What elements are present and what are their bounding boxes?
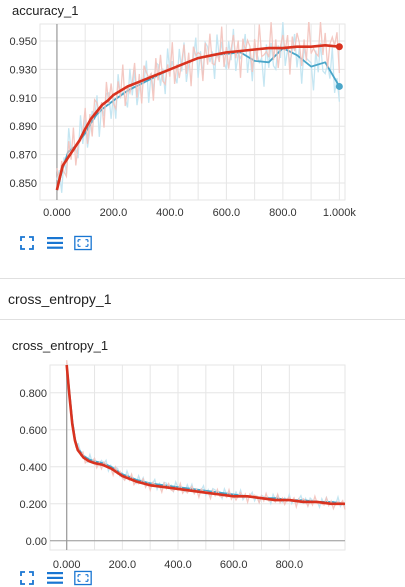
plot-frame — [39, 23, 346, 201]
fit-domain-icon[interactable] — [18, 569, 36, 587]
x-tick-label: 600.0 — [220, 559, 248, 571]
series-end-point-red — [335, 43, 343, 51]
y-tick-label: 0.910 — [9, 93, 37, 105]
grid — [39, 23, 346, 201]
plot-frame — [49, 364, 346, 551]
section-title: cross_entropy_1 — [8, 291, 112, 307]
chart-title: cross_entropy_1 — [12, 338, 109, 353]
series-layer — [55, 22, 343, 193]
series-raw-line — [56, 22, 341, 184]
x-tick-label: 0.000 — [53, 559, 81, 571]
x-tick-label: 800.0 — [269, 207, 297, 219]
y-tick-label: 0.800 — [19, 388, 47, 400]
y-tick-label: 0.200 — [19, 499, 47, 511]
data-table-icon[interactable] — [46, 234, 64, 252]
y-tick-label: 0.400 — [19, 462, 47, 474]
fit-domain-icon[interactable] — [18, 234, 36, 252]
expand-chart-icon[interactable] — [74, 569, 92, 587]
x-tick-label: 400.0 — [164, 559, 192, 571]
chart-title: accuracy_1 — [12, 3, 79, 18]
grid — [49, 364, 346, 551]
y-tick-label: 0.850 — [9, 178, 37, 190]
y-tick-label: 0.950 — [9, 36, 37, 48]
accuracy-chart[interactable]: 0.000 200.0 400.0 600.0 800.0 1.000k 0.850 0.87… — [0, 22, 405, 222]
chart-toolbar — [18, 234, 92, 252]
series-layer — [65, 360, 346, 511]
x-tick-label: 0.000 — [43, 207, 71, 219]
expand-chart-icon[interactable] — [74, 234, 92, 252]
series-line-red — [55, 44, 340, 191]
data-table-icon[interactable] — [46, 569, 64, 587]
series-line-red — [65, 364, 345, 506]
y-tick-label: 0.890 — [9, 121, 37, 133]
x-tick-label: 200.0 — [109, 559, 137, 571]
series-end-point-blue — [335, 82, 343, 90]
section-header[interactable]: cross_entropy_1 — [0, 278, 405, 320]
chart-card-accuracy: accuracy_1 0.000 200.0 400.0 600.0 800.0 1.00… — [0, 0, 405, 278]
x-tick-label: 800.0 — [276, 559, 304, 571]
tick-labels: 0.000 200.0 400.0 600.0 800.0 1.000k 0.850 0.87… — [9, 36, 356, 219]
y-tick-label: 0.870 — [9, 150, 37, 162]
axes — [50, 365, 345, 550]
x-tick-label: 200.0 — [100, 207, 128, 219]
tick-labels: 0.000 200.0 400.0 600.0 800.0 0.00 0.200 0.400 0… — [19, 388, 303, 571]
y-tick-label: 0.930 — [9, 64, 37, 76]
x-tick-label: 600.0 — [213, 207, 241, 219]
cross-entropy-chart[interactable]: 0.000 200.0 400.0 600.0 800.0 0.00 0.200 0.400 0… — [0, 360, 405, 575]
chart-toolbar — [18, 569, 92, 587]
y-tick-label: 0.600 — [19, 425, 47, 437]
x-tick-label: 1.000k — [323, 207, 357, 219]
chart-card-cross-entropy: cross_entropy_1 0.000 200.0 400.0 600.0 800.… — [0, 330, 405, 587]
y-tick-label: 0.00 — [26, 536, 47, 548]
x-tick-label: 400.0 — [156, 207, 184, 219]
